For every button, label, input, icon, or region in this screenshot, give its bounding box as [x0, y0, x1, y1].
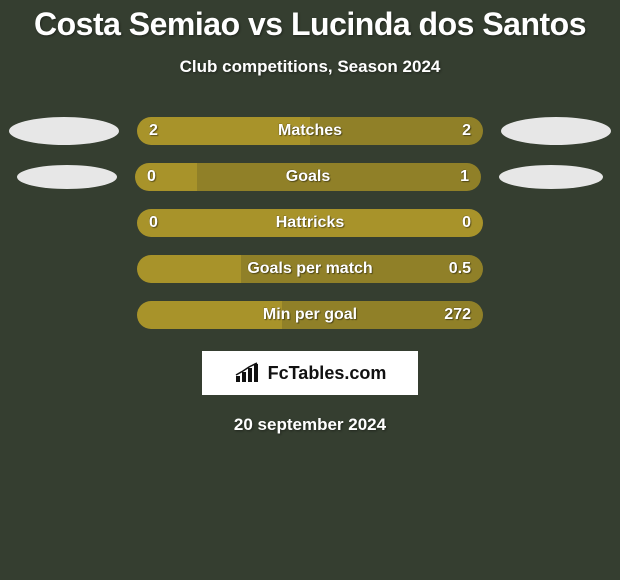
fctables-logo-text: FcTables.com: [268, 363, 387, 384]
stat-bar-matches: 2 Matches 2: [137, 117, 483, 145]
stat-right-value: 1: [460, 163, 469, 191]
stats-container: 2 Matches 2 0 Goals 1 0 Hattricks 0: [0, 117, 620, 329]
barchart-icon: [234, 362, 262, 384]
stat-label: Goals per match: [137, 255, 483, 283]
stat-bar-gpm: Goals per match 0.5: [137, 255, 483, 283]
page-subtitle: Club competitions, Season 2024: [0, 57, 620, 77]
player-right-photo-placeholder: [499, 165, 603, 189]
stat-bar-mpg: Min per goal 272: [137, 301, 483, 329]
stat-row: Min per goal 272: [0, 301, 620, 329]
stat-right-value: 0.5: [449, 255, 471, 283]
stat-label: Matches: [137, 117, 483, 145]
stat-row: Goals per match 0.5: [0, 255, 620, 283]
stat-label: Min per goal: [137, 301, 483, 329]
player-left-photo-placeholder: [17, 165, 117, 189]
stat-row: 2 Matches 2: [0, 117, 620, 145]
stat-row: 0 Hattricks 0: [0, 209, 620, 237]
stat-bar-hattricks: 0 Hattricks 0: [137, 209, 483, 237]
stat-row: 0 Goals 1: [0, 163, 620, 191]
fctables-logo-box: FcTables.com: [202, 351, 418, 395]
player-left-photo-placeholder: [9, 117, 119, 145]
stat-right-value: 272: [444, 301, 471, 329]
stat-right-value: 0: [462, 209, 471, 237]
stat-bar-goals: 0 Goals 1: [135, 163, 481, 191]
page-title: Costa Semiao vs Lucinda dos Santos: [0, 0, 620, 43]
stat-label: Goals: [135, 163, 481, 191]
snapshot-date: 20 september 2024: [0, 415, 620, 435]
stat-right-value: 2: [462, 117, 471, 145]
player-right-photo-placeholder: [501, 117, 611, 145]
stat-label: Hattricks: [137, 209, 483, 237]
